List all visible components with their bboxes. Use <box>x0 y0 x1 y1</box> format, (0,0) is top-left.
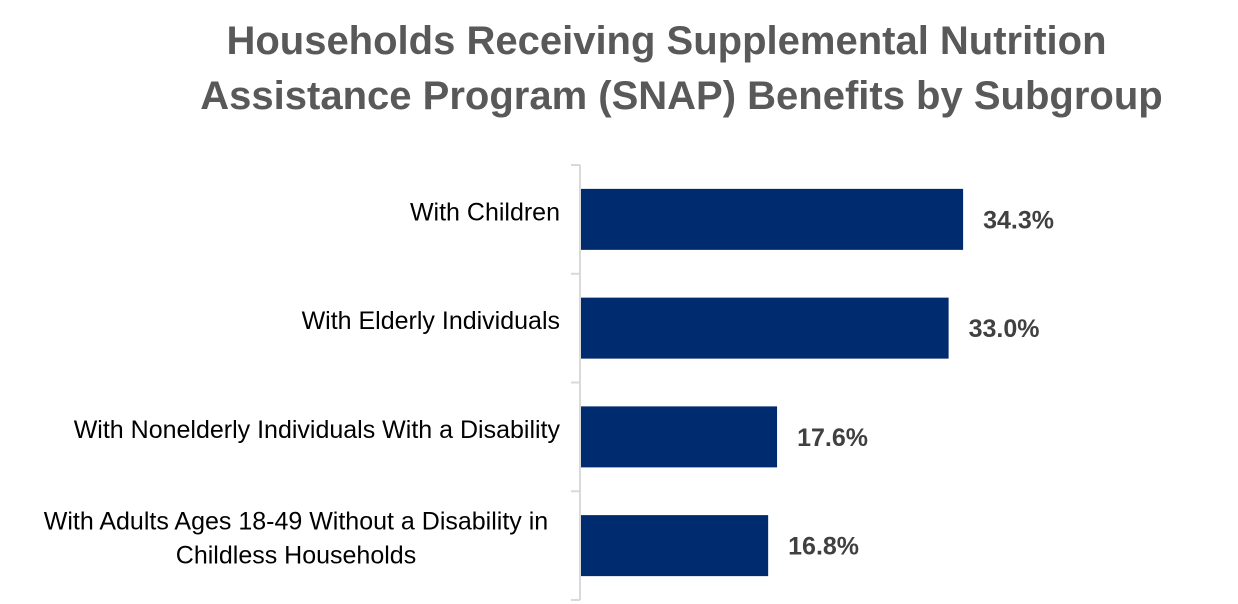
category-label-1: With Children <box>410 198 560 226</box>
category-label-2: With Elderly Individuals <box>302 307 560 335</box>
y-axis <box>571 164 581 601</box>
bar-2 <box>581 297 949 359</box>
category-labels: With Children With Elderly Individuals Wit… <box>44 198 561 569</box>
value-label-3: 17.6% <box>797 424 868 452</box>
category-label-3: With Nonelderly Individuals With a Disab… <box>74 416 561 444</box>
category-label-line: With Children <box>410 198 560 226</box>
category-label-4: With Adults Ages 18-49 Without a Disabil… <box>44 508 548 570</box>
chart-title-line-2: Assistance Program (SNAP) Benefits by Su… <box>200 74 1163 118</box>
bars <box>581 188 964 577</box>
category-label-line: Childless Households <box>176 542 416 570</box>
category-label-line: With Adults Ages 18-49 Without a Disabil… <box>44 508 548 536</box>
bar-3 <box>581 406 778 468</box>
chart-title: Households Receiving Supplemental Nutrit… <box>0 14 1238 124</box>
value-labels: 34.3% 33.0% 17.6% 16.8% <box>788 206 1054 560</box>
category-label-line: With Nonelderly Individuals With a Disab… <box>74 416 561 444</box>
value-label-1: 34.3% <box>983 206 1054 234</box>
bar-1 <box>581 188 964 250</box>
bar-4 <box>581 515 769 577</box>
chart-title-line-1: Households Receiving Supplemental Nutrit… <box>226 19 1107 63</box>
value-label-4: 16.8% <box>788 533 859 561</box>
value-label-2: 33.0% <box>969 315 1040 343</box>
category-label-line: With Elderly Individuals <box>302 307 560 335</box>
